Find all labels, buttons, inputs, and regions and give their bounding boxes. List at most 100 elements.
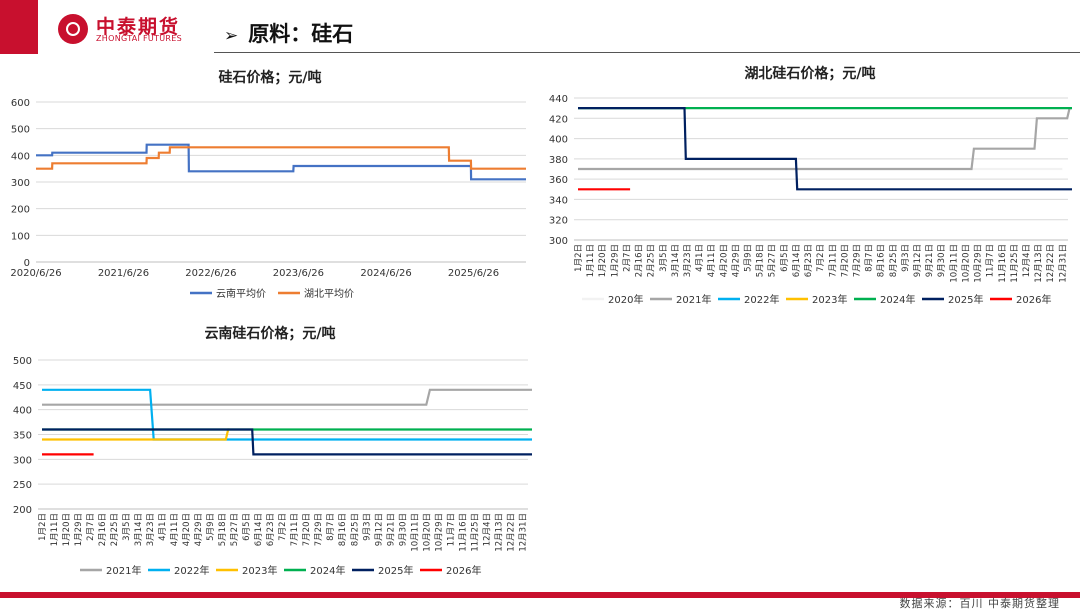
- x-tick-label: 2月25日: [647, 244, 657, 277]
- x-tick-label: 2月7日: [86, 513, 96, 541]
- x-tick-label: 6月23日: [804, 244, 814, 277]
- y-tick-label: 200: [11, 205, 30, 216]
- x-tick-label: 5月9日: [206, 513, 216, 541]
- x-tick-label: 2月16日: [98, 513, 108, 546]
- x-tick-label: 12月31日: [518, 513, 528, 552]
- page-title: ➢ 原料：硅石: [224, 18, 353, 48]
- y-tick-label: 0: [24, 258, 30, 269]
- x-tick-label: 9月21日: [386, 513, 396, 546]
- legend-label: 2024年: [310, 564, 345, 577]
- x-tick-label: 10月29日: [974, 244, 984, 283]
- chart-svg: 云南硅石价格；元/吨 200 250 300 350 400 450 500 1月2日 1月11日…: [13, 325, 532, 577]
- legend-label: 湖北平均价: [304, 288, 354, 300]
- legend-item: 云南平均价: [190, 287, 266, 300]
- y-tick-label: 340: [549, 195, 568, 206]
- legend-item: 2020年: [582, 293, 643, 306]
- company-logo: 中泰期货 ZHONGTAI FUTURES: [58, 14, 206, 50]
- legend-label: 2026年: [1016, 293, 1051, 306]
- x-tick-label: 12月4日: [482, 513, 492, 546]
- x-tick-label: 1月29日: [610, 244, 620, 277]
- x-tick-label: 2023/6/26: [273, 268, 324, 279]
- header-divider: [214, 52, 1080, 53]
- y-tick-label: 420: [549, 114, 568, 125]
- x-tick-label: 4月1日: [695, 244, 705, 272]
- x-tick-label: 12月13日: [494, 513, 504, 552]
- x-tick-label: 1月20日: [62, 513, 72, 546]
- x-tick-label: 8月16日: [338, 513, 348, 546]
- x-tick-label: 2024/6/26: [360, 268, 411, 279]
- chart-svg: 硅石价格；元/吨 0 100 200 300 400 500 600 2020/6/26 2021…: [10, 69, 526, 300]
- y-tick-label: 380: [549, 155, 568, 166]
- legend-item: 2024年: [284, 564, 345, 577]
- x-tick-label: 8月25日: [350, 513, 360, 546]
- chart-title: 硅石价格；元/吨: [218, 69, 321, 86]
- legend-label: 2020年: [608, 293, 643, 306]
- legend-label: 2023年: [242, 564, 277, 577]
- series-line: [42, 388, 532, 406]
- x-tick-label: 2021/6/26: [98, 268, 149, 279]
- series-line: [578, 106, 1072, 171]
- x-tick-label: 11月7日: [446, 513, 456, 546]
- y-tick-label: 360: [549, 175, 568, 186]
- legend-item: 2026年: [990, 293, 1051, 306]
- x-tick-label: 9月21日: [925, 244, 935, 277]
- x-tick-label: 4月11日: [170, 513, 180, 546]
- x-tick-label: 6月23日: [266, 513, 276, 546]
- x-tick-label: 3月23日: [146, 513, 156, 546]
- y-tick-label: 300: [549, 236, 568, 247]
- y-tick-label: 400: [11, 151, 30, 162]
- y-tick-label: 500: [11, 125, 30, 136]
- y-tick-label: 100: [11, 231, 30, 242]
- x-tick-label: 5月18日: [756, 244, 766, 277]
- arrow-bullet-icon: ➢: [224, 26, 239, 46]
- series-line: [42, 388, 532, 441]
- legend-item: 湖北平均价: [278, 288, 354, 300]
- x-tick-label: 6月14日: [254, 513, 264, 546]
- legend-item: 2025年: [922, 293, 983, 306]
- x-tick-label: 7月29日: [852, 244, 862, 277]
- x-tick-label: 9月3日: [901, 244, 911, 272]
- x-tick-label: 11月25日: [1010, 244, 1020, 283]
- x-tick-label: 12月22日: [506, 513, 516, 552]
- x-tick-label: 3月14日: [134, 513, 144, 546]
- x-tick-label: 12月13日: [1034, 244, 1044, 283]
- x-tick-label: 8月25日: [889, 244, 899, 277]
- y-tick-label: 320: [549, 216, 568, 227]
- chart-yunnan-silica-price: 云南硅石价格；元/吨 200 250 300 350 400 450 500 1月2日 1月11日…: [0, 318, 540, 586]
- x-tick-label: 10月11日: [410, 513, 420, 552]
- series-line: [36, 143, 526, 181]
- x-tick-label: 4月29日: [194, 513, 204, 546]
- x-tick-label: 3月23日: [683, 244, 693, 277]
- x-tick-label: 5月27日: [230, 513, 240, 546]
- x-tick-label: 1月2日: [38, 513, 48, 541]
- x-tick-label: 12月22日: [1046, 244, 1056, 283]
- legend-label: 2021年: [676, 293, 711, 306]
- x-tick-label: 10月20日: [961, 244, 971, 283]
- x-tick-label: 7月11日: [290, 513, 300, 546]
- legend-item: 2024年: [854, 293, 915, 306]
- x-tick-label: 7月11日: [828, 244, 838, 277]
- x-tick-label: 8月7日: [326, 513, 336, 541]
- legend-label: 2025年: [378, 564, 413, 577]
- chart-title: 云南硅石价格；元/吨: [204, 325, 335, 342]
- legend-label: 2022年: [174, 564, 209, 577]
- x-tick-label: 6月14日: [792, 244, 802, 277]
- legend-label: 云南平均价: [216, 287, 266, 300]
- x-tick-label: 7月2日: [816, 244, 826, 272]
- x-tick-label: 1月29日: [74, 513, 84, 546]
- legend-item: 2026年: [420, 564, 481, 577]
- x-tick-label: 11月7日: [986, 244, 996, 277]
- legend-label: 2022年: [744, 293, 779, 306]
- x-tick-label: 9月12日: [913, 244, 923, 277]
- x-tick-label: 4月20日: [182, 513, 192, 546]
- chart-silica-price-avg: 硅石价格；元/吨 0 100 200 300 400 500 600 2020/6/26 2021…: [0, 60, 540, 310]
- footer-band: [0, 592, 1080, 598]
- x-tick-label: 7月2日: [278, 513, 288, 541]
- x-tick-label: 1月20日: [598, 244, 608, 277]
- y-tick-label: 200: [13, 505, 32, 516]
- x-tick-label: 4月1日: [158, 513, 168, 541]
- x-tick-label: 7月29日: [314, 513, 324, 546]
- x-tick-label: 7月20日: [840, 244, 850, 277]
- x-tick-label: 8月7日: [865, 244, 875, 272]
- legend-item: 2023年: [786, 293, 847, 306]
